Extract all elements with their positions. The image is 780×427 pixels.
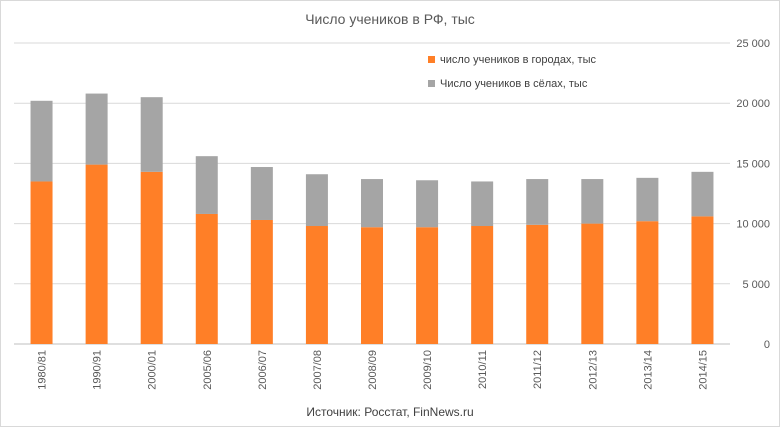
x-tick-label: 2013/14: [642, 350, 654, 390]
x-axis-ticks: 1980/81 1990/91 2000/01 2005/06 2006/07 2007/…: [37, 350, 710, 390]
bar-urban: [361, 227, 383, 344]
y-tick-label: 25 000: [736, 38, 770, 50]
legend-label-urban: число учеников в городах, тыс: [440, 54, 596, 66]
bar-rural: [30, 100, 53, 182]
x-tick-label: 2011/12: [532, 350, 544, 389]
bar-rural: [581, 179, 604, 224]
bar-urban: [691, 216, 714, 344]
x-tick-label: 2000/01: [147, 350, 159, 390]
legend-swatch-rural: [428, 80, 435, 87]
x-tick-label: 2009/10: [422, 350, 434, 390]
gridlines: [14, 42, 730, 345]
y-tick-label: 20 000: [736, 98, 770, 110]
chart-title: Число учеников в РФ, тыс: [305, 11, 475, 27]
x-tick-label: 2014/15: [697, 350, 709, 390]
bar-rural: [526, 179, 549, 225]
bar-urban: [416, 227, 439, 344]
x-tick-label: 2008/09: [367, 350, 379, 390]
bar-urban: [30, 181, 53, 344]
bar-urban: [526, 224, 549, 344]
bar-urban: [195, 213, 218, 344]
bar-rural: [416, 180, 439, 228]
legend-swatch-urban: [428, 56, 435, 63]
bar-rural: [361, 179, 383, 228]
bar-rural: [140, 97, 163, 172]
bar-rural: [471, 181, 494, 227]
bar-rural: [691, 171, 714, 217]
bar-rural: [250, 167, 273, 220]
bar-urban: [250, 219, 273, 344]
x-tick-label: 2012/13: [587, 350, 599, 390]
x-tick-label: 2006/07: [257, 350, 269, 390]
y-tick-label: 5 000: [742, 279, 770, 291]
x-tick-label: 1990/91: [92, 350, 104, 390]
bar-rural: [195, 156, 218, 214]
x-tick-label: 2005/06: [202, 350, 214, 390]
bar-rural: [305, 174, 328, 227]
bar-urban: [581, 223, 604, 344]
bar-urban: [305, 226, 328, 344]
x-tick-label: 2010/11: [477, 350, 489, 389]
y-axis-ticks: 0 5 000 10 000 15 000 20 000 25 000: [736, 38, 770, 351]
y-tick-label: 0: [764, 339, 770, 351]
legend-label-rural: Число учеников в сёлах, тыс: [440, 78, 588, 90]
bar-urban: [140, 171, 163, 344]
y-tick-label: 15 000: [736, 158, 770, 170]
bar-urban: [85, 164, 108, 344]
legend: число учеников в городах, тыс Число учен…: [428, 54, 596, 90]
bar-rural: [636, 177, 659, 222]
x-tick-label: 1980/81: [37, 350, 49, 390]
y-tick-label: 10 000: [736, 219, 770, 231]
x-tick-label: 2007/08: [312, 350, 324, 390]
bar-urban: [471, 226, 494, 344]
bar-rural: [85, 93, 108, 165]
source-note: Источник: Росстат, FinNews.ru: [306, 405, 473, 419]
bars: [30, 93, 714, 344]
bar-urban: [636, 221, 659, 344]
